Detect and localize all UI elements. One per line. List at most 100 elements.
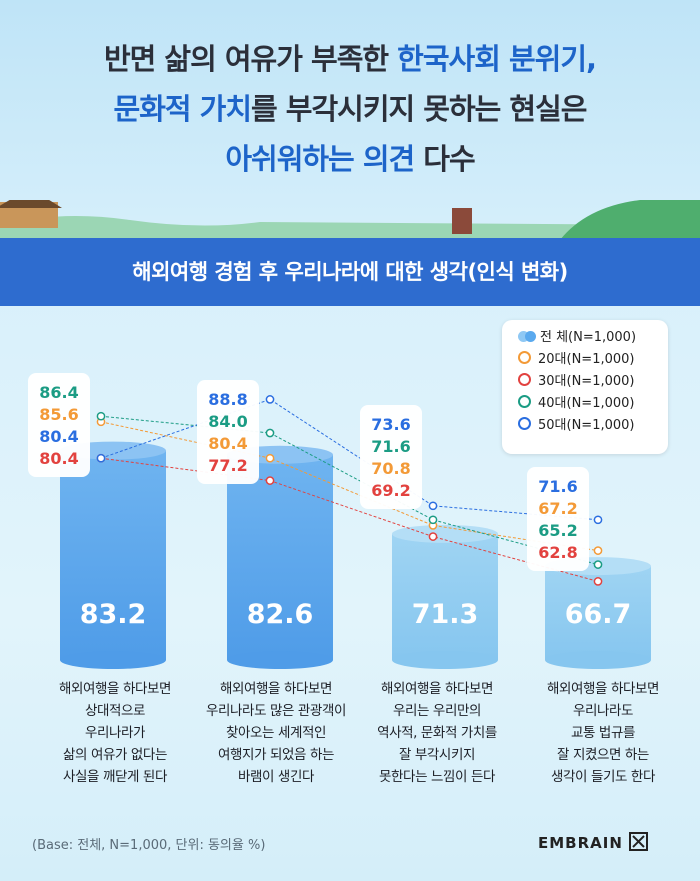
value-label-3-40대: 71.6 [371, 437, 410, 456]
value-label-1-20대: 85.6 [39, 405, 78, 424]
legend-item-total: 전 체(N=1,000) [518, 329, 636, 347]
bar-total-1 [60, 450, 166, 660]
legend-marker-icon [518, 395, 531, 408]
category-line: 잘 부각시키지 [398, 747, 475, 763]
series-point-1-4 [593, 546, 603, 555]
series-line-1 [100, 421, 599, 552]
series-point-3-3 [428, 515, 438, 525]
series-point-4-1 [96, 453, 106, 463]
value-box-3 [360, 405, 422, 509]
category-line: 우리나라가 [84, 725, 146, 741]
value-label-4-50대: 71.6 [538, 477, 577, 496]
value-label-4-40대: 65.2 [538, 521, 577, 540]
bar-bottom-cap-2 [227, 651, 333, 669]
legend-marker-total-icon [518, 331, 536, 342]
category-line: 찾아오는 세계적인 [225, 725, 327, 741]
category-line: 해외여행을 하다보면 [219, 681, 333, 697]
series-line-4 [100, 398, 599, 521]
value-label-1-30대: 80.4 [39, 449, 78, 468]
series-point-4-3 [428, 501, 438, 511]
series-point-1-2 [265, 453, 275, 463]
bar-value-2: 82.6 [247, 599, 314, 630]
legend-item-4: 50대(N=1,000) [518, 417, 634, 435]
value-label-3-50대: 73.6 [371, 415, 410, 434]
category-line: 바램이 생긴다 [237, 769, 314, 785]
brand-logo: EMBRAIN [538, 832, 649, 852]
category-line: 해외여행을 하다보면 [58, 681, 172, 697]
category-line: 잘 지켰으면 하는 [557, 747, 649, 763]
category-line: 역사적, 문화적 가치를 [377, 725, 497, 741]
category-line: 상대적으로 [84, 703, 146, 719]
legend-item-2: 30대(N=1,000) [518, 373, 634, 391]
value-label-2-20대: 80.4 [208, 434, 247, 453]
legend-marker-icon [518, 351, 531, 364]
category-line: 해외여행을 하다보면 [546, 681, 660, 697]
category-line: 생각이 들기도 한다 [551, 769, 655, 785]
bar-bottom-cap-4 [545, 651, 651, 669]
value-label-3-30대: 69.2 [371, 481, 410, 500]
bar-total-2 [227, 454, 333, 660]
value-label-4-20대: 67.2 [538, 499, 577, 518]
headline: 반면 삶의 여유가 부족한 한국사회 분위기, 문화적 가치를 부각시키지 못하… [0, 34, 700, 184]
legend-label: 전 체(N=1,000) [540, 330, 637, 345]
bar-total-3 [392, 533, 498, 660]
chart-legend: 전 체(N=1,000) 20대(N=1,000) 30대(N=1,000) 40대(… [502, 320, 668, 454]
value-box-4 [527, 467, 589, 571]
value-label-3-20대: 70.8 [371, 459, 410, 478]
category-line: 못한다는 느낌이 든다 [379, 769, 495, 785]
category-line: 여행지가 되었음 하는 [218, 747, 334, 763]
legend-marker-icon [518, 373, 531, 386]
value-label-4-30대: 62.8 [538, 543, 577, 562]
legend-label: 40대(N=1,000) [538, 396, 635, 411]
headline-line2a: 문화적 가치 [113, 92, 252, 126]
series-line-2 [100, 457, 599, 582]
headline-line3a: 아쉬워하는 의견 [225, 142, 415, 176]
legend-label: 20대(N=1,000) [538, 352, 635, 367]
series-point-3-1 [96, 411, 106, 421]
series-point-3-2 [265, 428, 275, 438]
bar-bottom-cap-3 [392, 651, 498, 669]
bar-value-4: 66.7 [565, 599, 632, 630]
category-line: 사실을 깨닫게 된다 [63, 769, 167, 785]
category-line: 삶의 여유가 없다는 [63, 747, 167, 763]
legend-marker-icon [518, 417, 531, 430]
legend-label: 30대(N=1,000) [538, 374, 635, 389]
category-line: 우리나라도 많은 관광객이 [205, 703, 346, 719]
headline-line1b: 한국사회 분위기, [397, 42, 597, 76]
series-line-3 [100, 415, 599, 566]
headline-line3b: 다수 [414, 142, 475, 176]
category-line: 해외여행을 하다보면 [380, 681, 494, 697]
value-label-2-50대: 88.8 [208, 390, 247, 409]
value-label-2-40대: 84.0 [208, 412, 247, 431]
series-point-2-2 [265, 476, 275, 485]
bar-top-cap-3 [392, 524, 498, 543]
headline-line1a: 반면 삶의 여유가 부족한 [103, 42, 398, 76]
bar-value-1: 83.2 [80, 599, 147, 630]
series-point-2-3 [428, 532, 438, 541]
value-label-1-40대: 86.4 [39, 383, 78, 402]
series-point-4-2 [265, 395, 275, 404]
category-line: 교통 법규를 [571, 725, 635, 741]
legend-item-3: 40대(N=1,000) [518, 395, 634, 413]
value-label-2-30대: 77.2 [208, 456, 247, 475]
category-label-3: 해외여행을 하다보면 우리는 우리만의 역사적, 문화적 가치를 잘 부각시키지 못한다… [352, 678, 522, 788]
value-label-1-50대: 80.4 [39, 427, 78, 446]
logo-text: EMBRAIN [538, 834, 623, 852]
logo-mark-icon [629, 832, 649, 851]
series-point-2-4 [593, 577, 603, 586]
headline-line2b: 를 부각시키지 못하는 현실은 [251, 92, 587, 126]
legend-item-1: 20대(N=1,000) [518, 351, 634, 369]
bar-bottom-cap-1 [60, 651, 166, 669]
landscape-decoration [0, 200, 700, 240]
chart-title-banner: 해외여행 경험 후 우리나라에 대한 생각(인식 변화) [0, 238, 700, 306]
legend-label: 50대(N=1,000) [538, 418, 635, 433]
value-box-1 [28, 373, 90, 477]
series-point-4-4 [593, 515, 603, 525]
category-line: 우리나라도 [572, 703, 634, 719]
series-point-3-4 [593, 560, 603, 569]
